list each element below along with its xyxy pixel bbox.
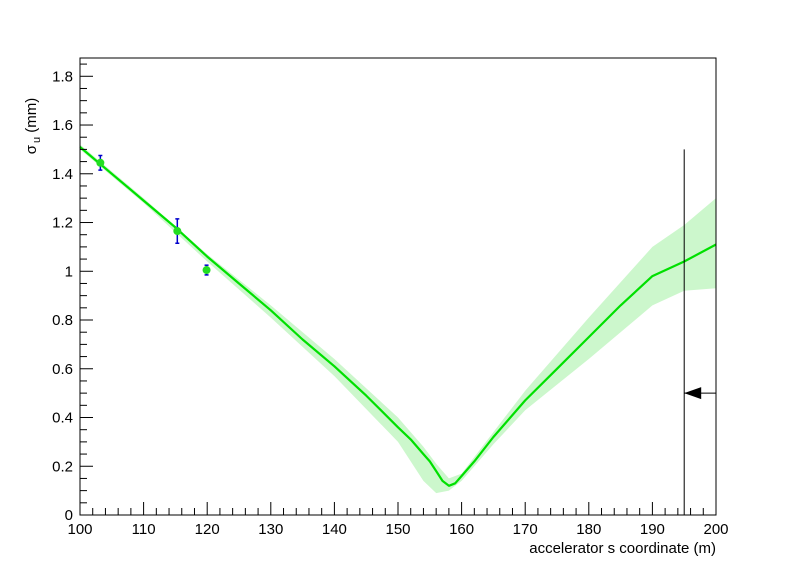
marker-layer [683,149,716,515]
y-tick-label: 1.6 [52,117,73,134]
y-tick-label: 0.6 [52,361,73,378]
x-tick-label: 180 [576,521,601,538]
x-tick-label: 130 [258,521,283,538]
fit-curve [79,146,717,487]
confidence-band [80,144,716,494]
x-tick-label: 190 [640,521,665,538]
y-tick-label: 1.2 [52,215,73,232]
y-tick-label: 0 [65,507,73,524]
x-tick-label: 200 [703,521,728,538]
data-point-marker [173,227,182,236]
y-tick-label: 0.4 [52,410,73,427]
x-axis-title: accelerator s coordinate (m) [529,540,716,557]
data-point [202,264,211,276]
data-points-layer [96,154,211,276]
y-tick-label: 1.8 [52,68,73,85]
fit-curve-layer [79,146,717,487]
data-point [173,218,182,244]
x-axis: 100 110 120 130 140 150 160 170 180 190 200 [67,502,729,538]
x-tick-label: 110 [132,521,156,538]
x-tick-label: 120 [195,521,220,538]
x-tick-label: 140 [322,521,347,538]
y-axis: 0 0.2 0.4 0.6 0.8 1 1.2 1.4 1.6 1.8 [52,63,93,524]
y-axis-title-unit: (mm) [23,98,40,137]
x-tick-label: 160 [449,521,474,538]
y-axis-title-symbol: σ [23,144,40,154]
y-tick-label: 0.2 [52,458,73,475]
marker-arrow-head [684,387,702,400]
data-point-marker [202,266,211,275]
y-tick-label: 0.8 [52,312,73,329]
confidence-band-layer [80,144,716,494]
x-tick-label: 150 [385,521,410,538]
data-point [96,154,105,171]
x-tick-label: 100 [67,521,92,538]
data-point-marker [96,158,105,167]
y-tick-label: 1 [65,263,73,280]
y-axis-title-subscript: u [31,137,43,143]
y-tick-label: 1.4 [52,166,73,183]
y-axis-title: σu (mm) [23,98,43,155]
x-tick-label: 170 [513,521,538,538]
